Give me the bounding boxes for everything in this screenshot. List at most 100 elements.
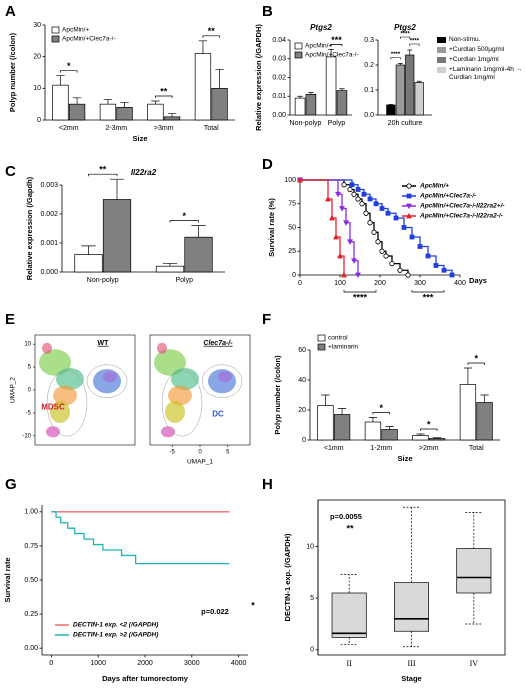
bar bbox=[294, 97, 306, 116]
bracket bbox=[390, 57, 401, 60]
error-bar bbox=[407, 49, 413, 55]
legend-swatch bbox=[51, 26, 60, 34]
cluster bbox=[165, 401, 185, 423]
marker bbox=[363, 210, 369, 216]
marker bbox=[371, 229, 377, 235]
cluster-label: DC bbox=[212, 409, 224, 418]
bar bbox=[211, 87, 228, 121]
marker bbox=[389, 260, 395, 267]
bracket bbox=[420, 428, 438, 431]
error-bar bbox=[480, 394, 489, 403]
legend-label: ApcMin/+ bbox=[419, 183, 449, 190]
y-tick-label: 20 bbox=[298, 407, 306, 414]
marker bbox=[409, 234, 415, 240]
bar bbox=[336, 90, 348, 116]
y-axis-label: DECTIN-1 exp. (/GAPDH) bbox=[283, 533, 292, 621]
marker bbox=[297, 176, 303, 183]
y-tick-label: 1.00 bbox=[24, 509, 38, 516]
marker bbox=[383, 253, 389, 259]
bar bbox=[147, 103, 164, 121]
legend-label: ApcMin/+Clec7a-/-Il22ra2-/- bbox=[419, 213, 503, 220]
y-axis-label: UMAP_2 bbox=[10, 377, 17, 403]
cluster bbox=[50, 401, 70, 423]
bar bbox=[325, 56, 337, 116]
significance: * bbox=[427, 419, 431, 429]
marker bbox=[349, 182, 355, 188]
marker bbox=[355, 272, 361, 279]
y-tick-label: 100 bbox=[284, 177, 296, 184]
legend-swatch bbox=[317, 334, 326, 342]
bar bbox=[414, 82, 424, 116]
error-bar bbox=[162, 262, 178, 267]
y-tick-label: 0.3 bbox=[364, 37, 374, 44]
annotation: *** bbox=[423, 292, 434, 302]
cluster bbox=[171, 368, 199, 390]
y-tick-label: -5 bbox=[26, 410, 32, 416]
annotation: ** bbox=[346, 523, 354, 533]
y-tick-label: 5 bbox=[28, 365, 32, 371]
bar bbox=[364, 421, 382, 441]
x-tick-label: -5 bbox=[170, 450, 176, 456]
error-bar bbox=[397, 63, 403, 65]
x-tick-label: <2mm bbox=[59, 125, 79, 132]
x-axis-label: UMAP_1 bbox=[187, 459, 213, 466]
marker bbox=[333, 233, 339, 240]
legend-label: +laminarin bbox=[328, 344, 359, 351]
x-tick-label: 300 bbox=[414, 280, 426, 287]
cluster bbox=[103, 371, 117, 383]
box bbox=[331, 592, 367, 638]
y-tick-label: 0 bbox=[28, 388, 32, 394]
y-tick-label: 0.04 bbox=[272, 37, 286, 44]
whisker bbox=[465, 593, 483, 625]
y-axis-label: Relative expression (/GAPDH) bbox=[254, 24, 263, 131]
legend-marker bbox=[406, 183, 412, 189]
y-axis-label: Relative expression (/Gapdh) bbox=[25, 176, 34, 280]
y-tick-label: 0.003 bbox=[40, 182, 58, 189]
bar bbox=[194, 53, 212, 121]
error-bar bbox=[368, 417, 378, 422]
y-tick-label: -10 bbox=[22, 433, 31, 439]
bar bbox=[68, 103, 86, 121]
x-tick-label: 1-2mm bbox=[370, 445, 392, 452]
y-tick-label: 0.002 bbox=[40, 211, 58, 218]
chart-title: Ptgs2 bbox=[394, 23, 416, 32]
error-bar bbox=[321, 394, 330, 406]
cluster bbox=[46, 426, 60, 438]
significance: **** bbox=[391, 52, 401, 58]
box bbox=[456, 548, 492, 594]
error-bar bbox=[109, 178, 125, 200]
x-tick-label: Total bbox=[469, 445, 484, 452]
marker bbox=[393, 215, 399, 221]
legend-label: +Laminarin 1mg/ml-4h → Curdlan 1mg/ml bbox=[449, 66, 523, 81]
bar bbox=[333, 414, 351, 441]
bar bbox=[459, 384, 477, 441]
legend-swatch bbox=[51, 35, 60, 43]
x-tick-label: 4000 bbox=[231, 660, 247, 667]
legend-swatch bbox=[437, 37, 446, 43]
x-axis-label: Days after tumorectomy bbox=[102, 674, 189, 683]
cluster-outline bbox=[86, 364, 128, 398]
x-tick-label: Non-polyp bbox=[290, 120, 322, 127]
legend-marker bbox=[406, 203, 412, 210]
panel-label: E bbox=[5, 311, 15, 328]
whisker bbox=[340, 574, 358, 593]
x-tick-label: 200 bbox=[374, 280, 386, 287]
legend-item: +Laminarin 1mg/ml-4h → Curdlan 1mg/ml bbox=[437, 66, 525, 82]
legend-label: ApcMin/+ bbox=[62, 27, 89, 34]
y-tick-label: 0.03 bbox=[272, 56, 286, 63]
survival-line bbox=[51, 511, 230, 565]
significance: ** bbox=[99, 165, 107, 175]
error-bar bbox=[308, 92, 314, 95]
bar bbox=[381, 429, 398, 441]
legend-item: +Curdlan 500μg/ml bbox=[437, 46, 525, 54]
y-tick-label: 75 bbox=[288, 201, 296, 208]
y-tick-label: 10 bbox=[24, 342, 31, 348]
legend-label: ApcMin/+Clec7a-/- bbox=[419, 193, 476, 200]
legend-item: Non-stimu. bbox=[437, 36, 525, 44]
panel-title: WT bbox=[98, 340, 110, 347]
marker bbox=[325, 195, 331, 202]
marker bbox=[433, 263, 439, 268]
bar bbox=[412, 435, 429, 441]
